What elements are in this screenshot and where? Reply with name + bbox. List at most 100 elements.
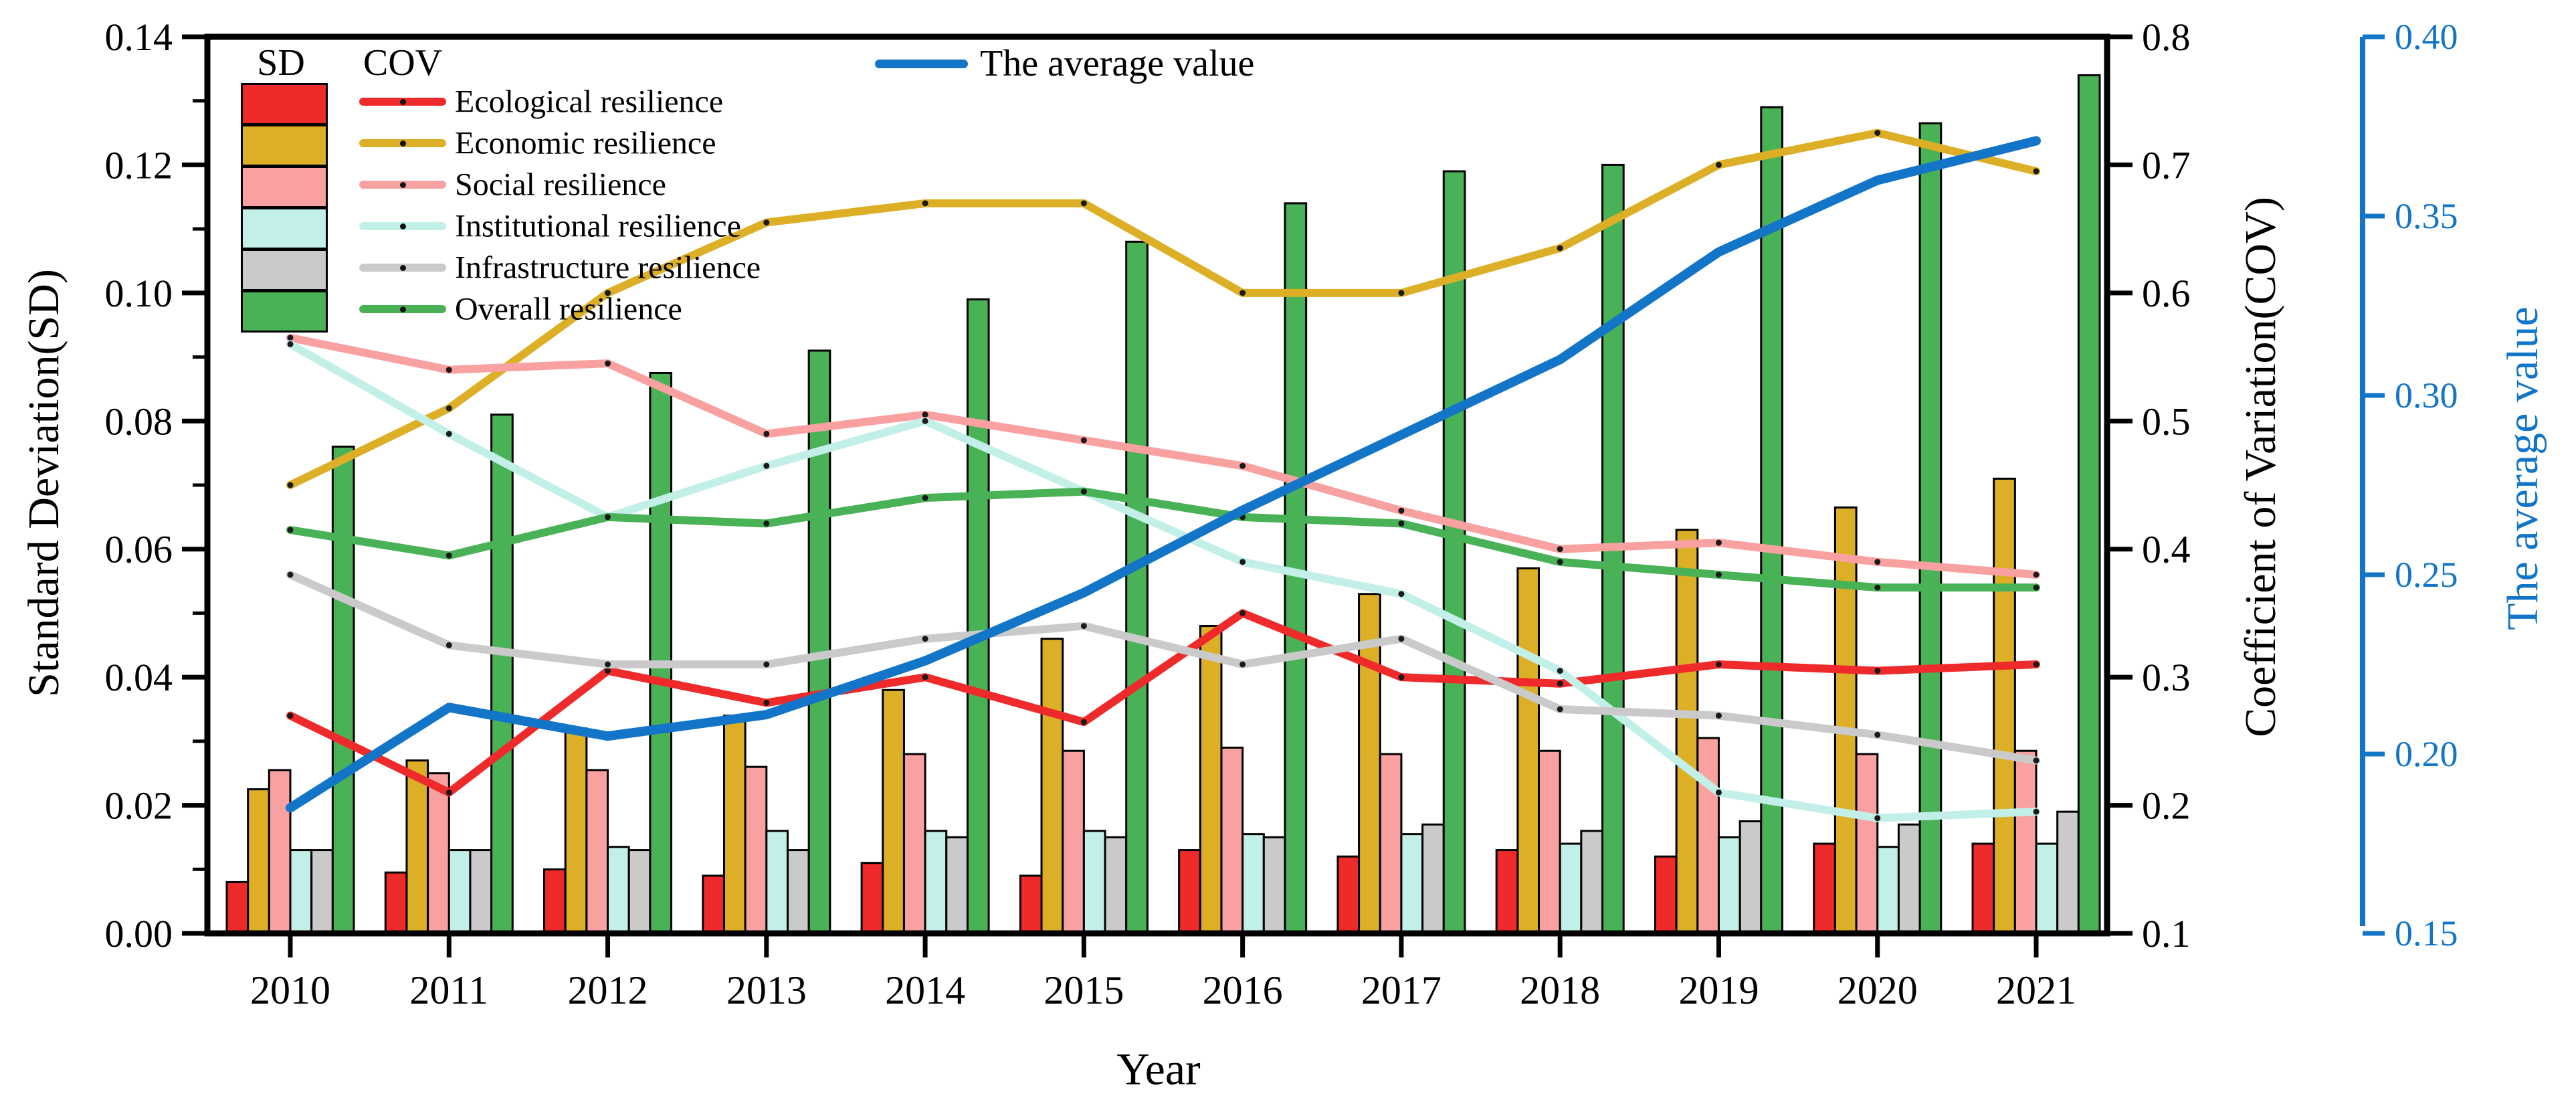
cov-line-marker [1080, 719, 1087, 725]
left-axis-tick-label: 0.02 [105, 784, 173, 828]
legend-item-label-5: Infrastructure resilience [455, 250, 761, 286]
cov-line-marker [1398, 674, 1405, 680]
cov-line-social-resilience [286, 333, 2040, 579]
cov-line-marker [922, 200, 928, 207]
cov-line-marker [1398, 290, 1405, 296]
bar-ecological-resilience-2021 [1971, 842, 1995, 935]
cov-line-marker [922, 674, 928, 680]
legend-item-label-6: Overall resilience [455, 291, 682, 327]
cov-line-marker [605, 514, 611, 521]
legend-cov-line-marker-4 [400, 223, 406, 229]
bar-economic-resilience-2017 [1358, 593, 1381, 935]
bar-overall-resilience-2014 [966, 298, 990, 935]
cov-line-marker [1080, 488, 1087, 495]
bar-infrastructure-resilience-2020 [1897, 823, 1921, 935]
bar-overall-resilience-2012 [649, 372, 673, 935]
cov-line-institutional-resilience [286, 340, 2040, 822]
x-axis-tick-label: 2021 [1996, 968, 2076, 1012]
bar-social-resilience-2017 [1379, 753, 1403, 935]
bar-overall-resilience-2019 [1760, 106, 1783, 935]
bar-institutional-resilience-2012 [607, 846, 630, 935]
cov-line-marker [1240, 610, 1246, 616]
left-axis-tick-label: 0.12 [105, 143, 173, 187]
bar-social-resilience-2011 [427, 772, 450, 935]
bar-institutional-resilience-2018 [1559, 842, 1583, 935]
left-axis-tick-label: 0.14 [105, 15, 173, 59]
bar-institutional-resilience-2010 [289, 849, 313, 935]
bar-infrastructure-resilience-2018 [1580, 830, 1604, 935]
cov-line-marker [1715, 789, 1722, 796]
cov-axis-tick-label: 0.4 [2142, 528, 2191, 571]
bar-infrastructure-resilience-2021 [2056, 810, 2080, 935]
legend-sd-swatch-6 [241, 290, 328, 333]
left-axis-title: Standard Deviation(SD) [19, 269, 68, 697]
legend-sd-swatch-4 [241, 207, 328, 250]
cov-line-marker [1874, 130, 1881, 136]
bar-ecological-resilience-2016 [1178, 849, 1201, 935]
cov-line-marker [605, 661, 611, 668]
legend-cov-line-marker-5 [400, 265, 406, 271]
legend-sd-swatch-2 [241, 124, 328, 167]
cov-line-marker [763, 430, 770, 437]
bar-institutional-resilience-2019 [1717, 836, 1741, 935]
bar-ecological-resilience-2015 [1019, 874, 1043, 935]
bar-infrastructure-resilience-2014 [945, 836, 969, 935]
bar-economic-resilience-2019 [1675, 529, 1699, 935]
bar-institutional-resilience-2011 [448, 849, 472, 935]
cov-axis-tick-label: 0.1 [2142, 912, 2191, 955]
cov-line-marker [445, 789, 452, 796]
bar-institutional-resilience-2021 [2035, 842, 2059, 935]
cov-line-marker [1080, 623, 1087, 630]
bar-overall-resilience-2011 [490, 413, 514, 935]
bar-overall-resilience-2015 [1125, 240, 1149, 935]
bar-social-resilience-2010 [268, 769, 292, 935]
cov-line-marker [1874, 668, 1881, 674]
avg-axis-tick-label: 0.40 [2395, 17, 2458, 57]
legend-item-label-1: Ecological resilience [455, 84, 724, 120]
bar-infrastructure-resilience-2010 [310, 849, 334, 935]
bar-social-resilience-2015 [1062, 749, 1085, 935]
cov-line-marker [763, 661, 770, 668]
bar-ecological-resilience-2019 [1654, 855, 1678, 935]
cov-axis-tick-label: 0.3 [2142, 656, 2191, 699]
cov-axis-tick-label: 0.6 [2142, 272, 2191, 315]
average-value-line [286, 136, 2041, 813]
cov-line-marker [922, 418, 928, 424]
bar-institutional-resilience-2017 [1400, 833, 1424, 935]
legend-cov-line-marker-3 [400, 182, 406, 188]
left-axis-tick-label: 0.08 [105, 399, 173, 443]
legend-item-label-3: Social resilience [455, 167, 666, 203]
x-axis-tick-label: 2012 [568, 968, 648, 1012]
cov-line-marker [922, 494, 928, 501]
left-axis-tick-label: 0.10 [105, 272, 173, 315]
cov-line-marker [287, 571, 294, 578]
avg-axis-tick-label: 0.20 [2395, 734, 2458, 774]
bar-social-resilience-2013 [744, 765, 768, 935]
legend-cov-line-marker-1 [400, 99, 406, 105]
cov-axis-tick-label: 0.2 [2142, 784, 2191, 828]
cov-line-marker [1398, 591, 1405, 597]
bar-infrastructure-resilience-2017 [1421, 823, 1445, 935]
cov-line-marker [1557, 706, 1563, 713]
cov-line-marker [1557, 668, 1563, 674]
cov-line-marker [1557, 559, 1563, 565]
cov-line-marker [922, 411, 928, 418]
bar-infrastructure-resilience-2016 [1262, 836, 1286, 935]
cov-line-overall-resilience [286, 487, 2040, 592]
x-axis-tick-label: 2017 [1361, 968, 1442, 1012]
cov-line-marker [445, 430, 452, 437]
cov-line-marker [1874, 815, 1881, 822]
bar-ecological-resilience-2018 [1495, 849, 1519, 935]
cov-axis-tick-label: 0.5 [2142, 399, 2191, 443]
legend-sd-cov: SD COV Ecological resilience Economic res… [0, 0, 803, 348]
cov-line-marker [763, 462, 770, 469]
bar-infrastructure-resilience-2012 [627, 849, 652, 935]
cov-line-marker [1874, 584, 1881, 591]
cov-line-marker [1240, 462, 1246, 469]
cov-line-marker [1240, 661, 1246, 668]
left-axis-tick-label: 0.06 [105, 528, 173, 571]
cov-line-marker [1398, 520, 1405, 527]
cov-line-marker [1557, 680, 1563, 687]
